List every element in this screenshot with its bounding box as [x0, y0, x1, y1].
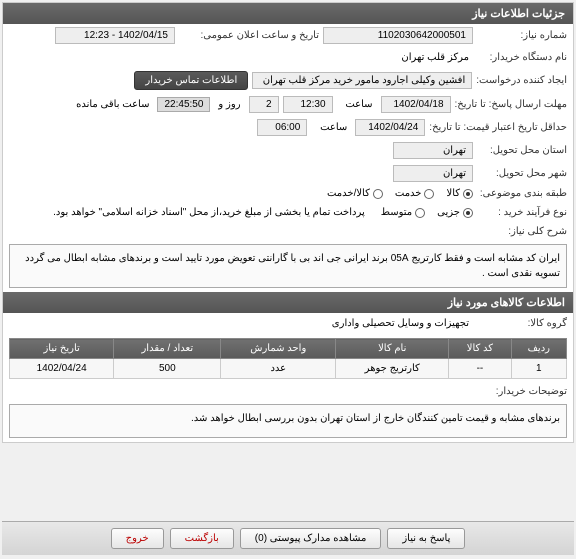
deadline-date: 1402/04/18 [381, 96, 451, 113]
category-radio-group: کالا خدمت کالا/خدمت [327, 188, 473, 199]
th-date: تاریخ نیاز [10, 339, 114, 359]
row-process: نوع فرآیند خرید : جزیی متوسط پرداخت تمام… [3, 202, 573, 223]
th-name: نام کالا [336, 339, 449, 359]
cell-row: 1 [511, 359, 566, 379]
radio-minor[interactable]: جزیی [437, 207, 473, 218]
need-no-label: شماره نیاز: [477, 30, 567, 41]
note-label: توضیحات خریدار: [477, 386, 567, 397]
radio-dot-icon [415, 208, 425, 218]
province-label: استان محل تحویل: [477, 145, 567, 156]
deadline-time: 12:30 [283, 96, 333, 113]
radio-service[interactable]: خدمت [395, 188, 435, 199]
city-label: شهر محل تحویل: [477, 168, 567, 179]
panel-title: جزئیات اطلاعات نیاز [3, 3, 573, 24]
proc-opt1-label: جزیی [437, 207, 460, 218]
cell-date: 1402/04/24 [10, 359, 114, 379]
days-suffix: روز و [214, 97, 244, 112]
description-text: ایران کد مشابه است و فقط کارتریج 05A برن… [9, 244, 567, 288]
countdown-timer: 22:45:50 [157, 97, 210, 112]
row-city: شهر محل تحویل: تهران [3, 162, 573, 185]
countdown-suffix: ساعت باقی مانده [72, 97, 153, 112]
radio-dot-icon [424, 189, 434, 199]
buyer-label: نام دستگاه خریدار: [477, 52, 567, 63]
cat-opt1-label: کالا [446, 188, 460, 199]
radio-dot-icon [373, 189, 383, 199]
contact-info-button[interactable]: اطلاعات تماس خریدار [134, 71, 248, 90]
row-description: شرح کلی نیاز: [3, 223, 573, 240]
table-row[interactable]: 1 -- کارتریج جوهر عدد 500 1402/04/24 [10, 359, 567, 379]
time-label-1: ساعت [337, 97, 377, 112]
cell-qty: 500 [114, 359, 221, 379]
province-value: تهران [393, 142, 473, 159]
items-section-header: اطلاعات کالاهای مورد نیاز [3, 292, 573, 313]
footer-toolbar: پاسخ به نیاز مشاهده مدارک پیوستی (0) باز… [2, 521, 574, 555]
validity-label: حداقل تاریخ اعتبار قیمت: تا تاریخ: [429, 122, 567, 133]
cell-code: -- [449, 359, 511, 379]
city-value: تهران [393, 165, 473, 182]
announce-value: 1402/04/15 - 12:23 [55, 27, 175, 44]
radio-medium[interactable]: متوسط [381, 207, 425, 218]
time-label-2: ساعت [311, 120, 351, 135]
table-header-row: ردیف کد کالا نام کالا واحد شمارش تعداد /… [10, 339, 567, 359]
row-province: استان محل تحویل: تهران [3, 139, 573, 162]
buyer-note-text: برندهای مشابه و قیمت تامین کنندگان خارج … [9, 404, 567, 438]
items-table: ردیف کد کالا نام کالا واحد شمارش تعداد /… [9, 338, 567, 379]
creator-label: ایجاد کننده درخواست: [476, 75, 567, 86]
deadline-label: مهلت ارسال پاسخ: تا تاریخ: [455, 99, 567, 110]
need-no-value: 1102030642000501 [323, 27, 473, 44]
announce-label: تاریخ و ساعت اعلان عمومی: [179, 30, 319, 41]
cell-unit: عدد [221, 359, 336, 379]
creator-value: افشین وکیلی اجارود مامور خرید مرکز قلب ت… [252, 72, 472, 89]
process-radio-group: جزیی متوسط [381, 207, 473, 218]
group-label: گروه کالا: [477, 318, 567, 329]
th-unit: واحد شمارش [221, 339, 336, 359]
radio-dot-icon [463, 208, 473, 218]
cat-opt3-label: کالا/خدمت [327, 188, 370, 199]
row-creator: ایجاد کننده درخواست: افشین وکیلی اجارود … [3, 68, 573, 93]
main-panel: جزئیات اطلاعات نیاز شماره نیاز: 11020306… [2, 2, 574, 443]
row-buyer-note: توضیحات خریدار: [3, 383, 573, 400]
row-group: گروه کالا: تجهیزات و وسایل تحصیلی واداری [3, 313, 573, 334]
desc-label: شرح کلی نیاز: [477, 226, 567, 237]
radio-dot-icon [463, 189, 473, 199]
process-label: نوع فرآیند خرید : [477, 207, 567, 218]
buyer-value: مرکز قلب تهران [397, 50, 473, 65]
row-deadline: مهلت ارسال پاسخ: تا تاریخ: 1402/04/18 سا… [3, 93, 573, 116]
cat-opt2-label: خدمت [395, 188, 422, 199]
exit-button[interactable]: خروج [111, 528, 164, 549]
attachments-button[interactable]: مشاهده مدارک پیوستی (0) [240, 528, 382, 549]
radio-both[interactable]: کالا/خدمت [327, 188, 383, 199]
validity-time: 06:00 [257, 119, 307, 136]
back-button[interactable]: بازگشت [170, 528, 234, 549]
th-code: کد کالا [449, 339, 511, 359]
proc-opt2-label: متوسط [381, 207, 412, 218]
validity-date: 1402/04/24 [355, 119, 425, 136]
row-validity: حداقل تاریخ اعتبار قیمت: تا تاریخ: 1402/… [3, 116, 573, 139]
radio-goods[interactable]: کالا [446, 188, 473, 199]
process-note: پرداخت تمام یا بخشی از مبلغ خرید،از محل … [49, 205, 369, 220]
row-need-number: شماره نیاز: 1102030642000501 تاریخ و ساع… [3, 24, 573, 47]
row-buyer: نام دستگاه خریدار: مرکز قلب تهران [3, 47, 573, 68]
group-value: تجهیزات و وسایل تحصیلی واداری [328, 316, 473, 331]
category-label: طبقه بندی موضوعی: [477, 188, 567, 199]
th-qty: تعداد / مقدار [114, 339, 221, 359]
cell-name: کارتریج جوهر [336, 359, 449, 379]
days-remaining: 2 [249, 96, 279, 113]
respond-button[interactable]: پاسخ به نیاز [387, 528, 465, 549]
th-row: ردیف [511, 339, 566, 359]
row-category: طبقه بندی موضوعی: کالا خدمت کالا/خدمت [3, 185, 573, 202]
